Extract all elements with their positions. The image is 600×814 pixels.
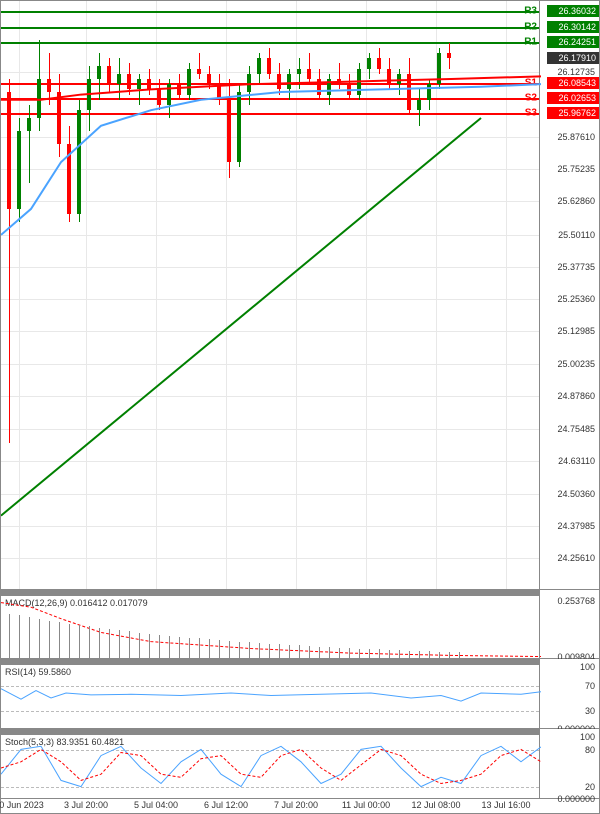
indicator-tick: 20 (585, 782, 595, 792)
macd-bar (419, 651, 420, 660)
macd-bar (439, 652, 440, 660)
macd-bar (359, 649, 360, 660)
macd-bar (189, 638, 190, 660)
macd-bar (149, 634, 150, 660)
macd-bar (389, 650, 390, 660)
price-tag: 26.24251 (547, 36, 599, 48)
price-axis: 24.25610 24.37985 24.50360 24.63110 24.75485… (539, 1, 599, 589)
macd-bar (269, 644, 270, 660)
macd-bar (49, 621, 50, 660)
stoch-panel[interactable]: Stoch(5,3,3) 83.9351 60.4821 10080200.00… (1, 729, 599, 799)
macd-bar (279, 644, 280, 659)
time-tick: 5 Jul 04:00 (134, 800, 178, 810)
time-tick: 13 Jul 16:00 (481, 800, 530, 810)
price-tick: 24.87860 (557, 391, 595, 401)
price-tick: 24.75485 (557, 424, 595, 434)
macd-bar (29, 617, 30, 659)
macd-bar (219, 640, 220, 659)
macd-bar (109, 629, 110, 660)
macd-bar (259, 643, 260, 660)
macd-bar (399, 650, 400, 659)
macd-bar (319, 647, 320, 660)
macd-bar (449, 652, 450, 660)
price-tick: 25.62860 (557, 196, 595, 206)
macd-bar (139, 633, 140, 660)
price-tag: 26.36032 (547, 5, 599, 17)
indicator-tick: 100 (580, 732, 595, 742)
price-tick: 25.37735 (557, 262, 595, 272)
stoch-axis: 10080200.000000 (539, 729, 599, 798)
chart-line (1, 1, 541, 591)
price-tick: 25.75235 (557, 164, 595, 174)
time-tick: 11 Jul 00:00 (342, 800, 390, 810)
price-tag: 25.96762 (547, 107, 599, 119)
chart-container: 24.25610 24.37985 24.50360 24.63110 24.75485… (0, 0, 600, 814)
macd-bar (349, 648, 350, 659)
price-tag: 26.08543 (547, 77, 599, 89)
macd-bar (299, 645, 300, 659)
price-tick: 25.50110 (558, 230, 595, 240)
macd-bar (69, 624, 70, 660)
price-tick: 24.50360 (557, 489, 595, 499)
macd-bar (289, 645, 290, 660)
indicator-tick: 0.253768 (557, 596, 595, 606)
macd-bar (369, 649, 370, 660)
price-tick: 24.37985 (557, 521, 595, 531)
indicator-line (1, 590, 541, 660)
indicator-line (1, 659, 541, 729)
price-tag: 26.30142 (547, 21, 599, 33)
price-tick: 24.25610 (557, 553, 595, 563)
macd-bar (339, 648, 340, 660)
macd-bar (99, 628, 100, 660)
macd-bar (179, 637, 180, 660)
macd-bar (89, 626, 90, 659)
price-tick: 25.25360 (557, 294, 595, 304)
indicator-tick: 30 (585, 706, 595, 716)
macd-axis: 0.2537680.009804 (539, 590, 599, 659)
time-axis: 30 Jun 2023 3 Jul 20:00 5 Jul 04:00 6 Jul 1… (1, 799, 599, 813)
macd-bar (169, 636, 170, 660)
price-tag: 26.02653 (547, 92, 599, 104)
time-tick: 7 Jul 20:00 (274, 800, 318, 810)
macd-bar (309, 646, 310, 659)
price-tick: 26.12735 (557, 67, 595, 77)
price-tick: 24.63110 (558, 456, 595, 466)
rsi-axis: 10070300.000000 (539, 659, 599, 728)
indicator-tick: 100 (580, 662, 595, 672)
macd-bar (209, 639, 210, 659)
time-tick: 6 Jul 12:00 (204, 800, 248, 810)
indicator-tick: 80 (585, 745, 595, 755)
time-tick: 3 Jul 20:00 (64, 800, 108, 810)
time-tick: 30 Jun 2023 (0, 800, 44, 810)
time-tick: 12 Jul 08:00 (411, 800, 460, 810)
macd-bar (39, 619, 40, 660)
macd-bar (119, 630, 120, 659)
macd-bar (59, 622, 60, 659)
indicator-line (1, 729, 541, 799)
macd-bar (159, 635, 160, 660)
macd-bar (429, 651, 430, 659)
price-tick: 25.00235 (557, 359, 595, 369)
price-tick: 25.87610 (557, 132, 595, 142)
macd-bar (239, 642, 240, 660)
macd-bar (409, 651, 410, 660)
macd-bar (229, 641, 230, 660)
price-tag: 26.17910 (547, 52, 599, 64)
macd-bar (19, 615, 20, 659)
macd-bar (129, 631, 130, 659)
macd-bar (379, 649, 380, 659)
macd-bar (79, 625, 80, 660)
macd-bar (329, 647, 330, 659)
indicator-tick: 70 (585, 681, 595, 691)
main-price-chart[interactable]: 24.25610 24.37985 24.50360 24.63110 24.75485… (1, 1, 599, 590)
macd-bar (249, 642, 250, 659)
price-tick: 25.12985 (557, 326, 595, 336)
rsi-panel[interactable]: RSI(14) 59.5860 10070300.000000 (1, 659, 599, 729)
macd-bar (199, 638, 200, 659)
macd-bar (9, 614, 10, 660)
macd-panel[interactable]: MACD(12,26,9) 0.016412 0.017079 0.253768… (1, 590, 599, 660)
